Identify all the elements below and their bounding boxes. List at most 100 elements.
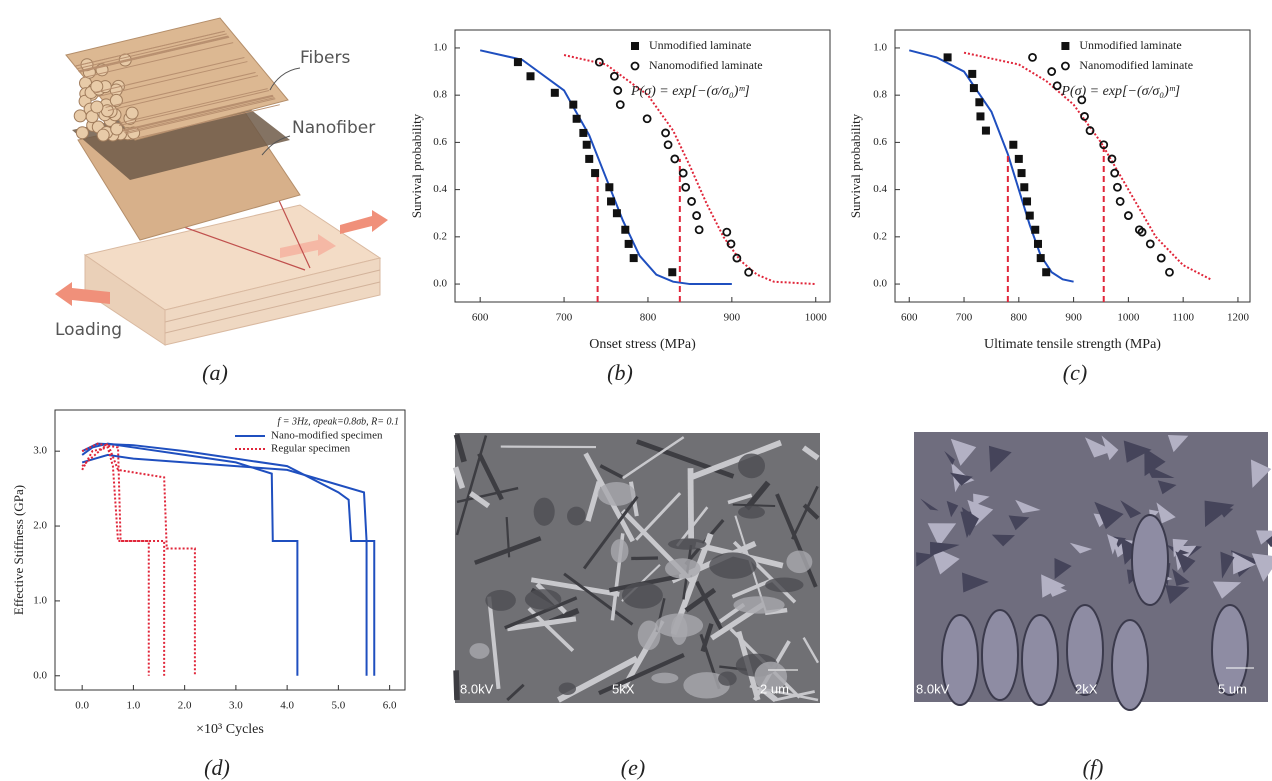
y-tick-label: 0.0 (873, 278, 887, 290)
sem-flake (738, 453, 765, 478)
legend-marker (632, 63, 639, 70)
x-tick-label: 6.0 (383, 700, 397, 712)
sem-flake (671, 615, 688, 645)
figure: Fibers Nanofiber Loading (a) 8.0kV 5kX 2… (0, 0, 1272, 781)
sem-label: 8.0kV (460, 681, 494, 696)
marker (551, 89, 559, 97)
y-tick-label: 0.8 (873, 89, 887, 101)
marker (1015, 155, 1023, 163)
caption: (d) (204, 755, 230, 780)
plot-frame (895, 30, 1250, 302)
marker (605, 183, 613, 191)
marker (665, 141, 672, 148)
sem-label: 2 um (760, 681, 789, 696)
sem-flake (598, 482, 636, 506)
marker (1054, 82, 1061, 89)
label: Fibers (300, 48, 351, 68)
marker (1018, 169, 1026, 177)
sem-flake (525, 589, 561, 610)
legend-label: Nanomodified laminate (1079, 58, 1193, 72)
sem-label: 8.0kV (916, 681, 950, 696)
sem-flake (665, 558, 701, 578)
equation: P(σ) = exp[−(σ/σ₀)ᵐ] (1060, 84, 1180, 99)
marker (1158, 255, 1165, 262)
marker (613, 209, 621, 217)
y-tick-label: 0.8 (433, 89, 447, 101)
curve (82, 447, 149, 675)
plot-frame (455, 30, 830, 302)
marker (733, 255, 740, 262)
marker (1147, 240, 1154, 247)
marker (680, 170, 687, 177)
equation: P(σ) = exp[−(σ/σ₀)ᵐ] (630, 84, 750, 99)
legend-label: Unmodified laminate (649, 38, 751, 52)
x-axis-label: ×10³ Cycles (196, 722, 264, 737)
fiber-end (91, 101, 103, 113)
marker (688, 198, 695, 205)
x-tick-label: 600 (901, 312, 918, 324)
marker (1042, 268, 1050, 276)
y-tick-label: 3.0 (33, 445, 47, 457)
x-tick-label: 1.0 (127, 700, 141, 712)
sem-flake (765, 578, 803, 593)
marker (1029, 54, 1036, 61)
marker (1031, 226, 1039, 234)
caption: (a) (202, 360, 228, 385)
loading-arrow (340, 210, 388, 234)
marker (693, 212, 700, 219)
sem-fiber (631, 558, 658, 559)
y-axis-label: Survival probability (848, 113, 863, 218)
marker (614, 87, 621, 94)
sem-fiber-end (1132, 515, 1168, 605)
panel-f: 8.0kV 2kX 5 um (f) (914, 432, 1272, 780)
sem-fiber-end (1022, 615, 1058, 705)
fiber-end (126, 107, 138, 119)
legend-label: Nanomodified laminate (649, 58, 763, 72)
y-tick-label: 0.0 (433, 278, 447, 290)
curve (82, 444, 195, 676)
marker (625, 240, 633, 248)
marker (976, 112, 984, 120)
sem-flake (559, 682, 576, 694)
annotation: f = 3Hz, σpeak=0.8σb, R= 0.1 (278, 416, 399, 427)
marker (591, 169, 599, 177)
marker (668, 268, 676, 276)
marker (585, 155, 593, 163)
panel-e: 8.0kV 5kX 2 um (e) (455, 433, 820, 780)
marker (1034, 240, 1042, 248)
marker (662, 129, 669, 136)
sem-fiber-end (982, 610, 1018, 700)
sem-flake (709, 552, 756, 578)
sem-label: 2kX (1075, 681, 1098, 696)
y-tick-label: 1.0 (873, 41, 887, 53)
marker (1020, 183, 1028, 191)
y-axis-label: Effective Stiffness (GPa) (11, 485, 26, 615)
sem-flake (733, 596, 784, 613)
marker (745, 269, 752, 276)
y-tick-label: 0.0 (33, 669, 47, 681)
sem-flake (651, 673, 678, 684)
x-tick-label: 1100 (1172, 312, 1194, 324)
marker (617, 101, 624, 108)
marker (723, 229, 730, 236)
x-axis-label: Ultimate tensile strength (MPa) (984, 337, 1161, 352)
panel-a: Fibers Nanofiber Loading (a) (55, 18, 388, 385)
marker (1048, 68, 1055, 75)
legend-label: Unmodified laminate (1079, 38, 1181, 52)
y-tick-label: 0.4 (433, 183, 447, 195)
y-tick-label: 0.2 (873, 230, 887, 242)
sem-flake (668, 538, 707, 549)
marker (696, 226, 703, 233)
caption: (e) (621, 755, 645, 780)
label: Nanofiber (292, 118, 375, 138)
marker (1026, 212, 1034, 220)
x-tick-label: 700 (556, 312, 573, 324)
sem-fiber (733, 505, 775, 506)
sem-flake (786, 551, 812, 574)
marker (671, 155, 678, 162)
legend-marker (1062, 63, 1069, 70)
marker (1117, 198, 1124, 205)
x-tick-label: 5.0 (332, 700, 346, 712)
x-tick-label: 4.0 (280, 700, 294, 712)
y-tick-label: 1.0 (433, 41, 447, 53)
